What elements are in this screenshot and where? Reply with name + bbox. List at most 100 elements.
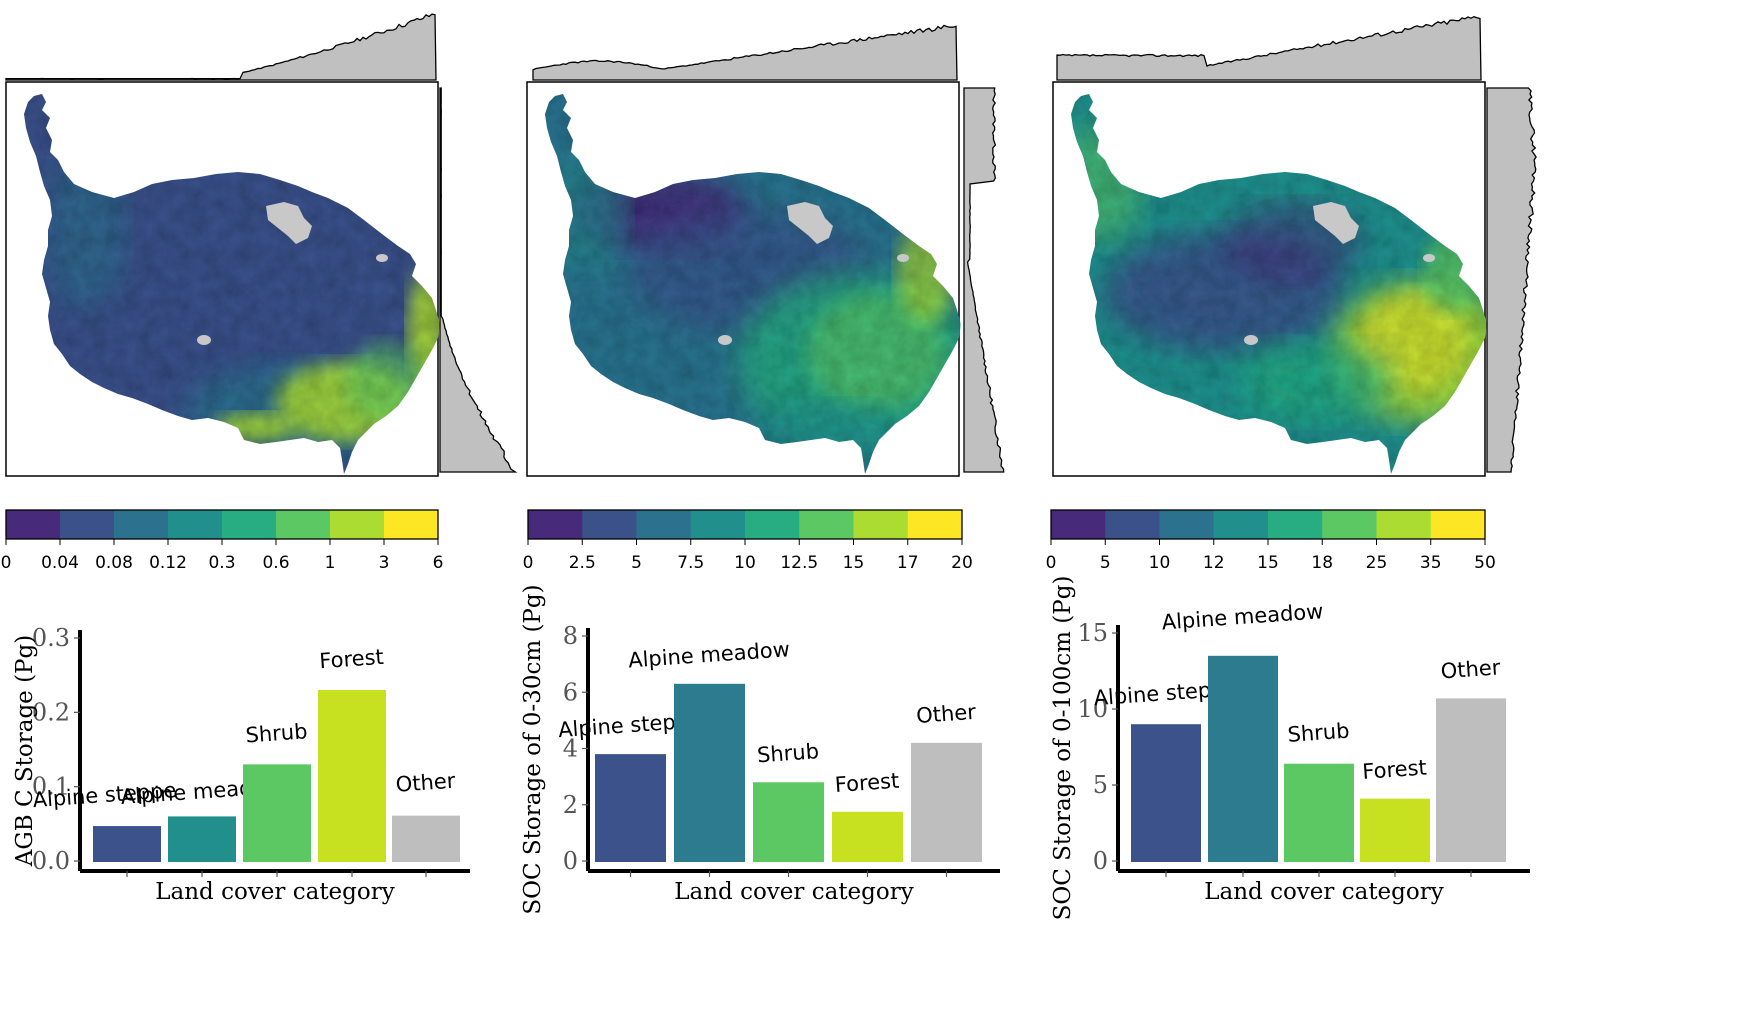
bar xyxy=(392,815,460,862)
bar-category-label: Shrub xyxy=(756,739,819,767)
colorbar-tick-label: 20 xyxy=(951,553,973,573)
colorbar-tick-label: 2.5 xyxy=(569,553,596,573)
colorbar-swatch xyxy=(1213,510,1269,539)
colorbar-tick-label: 0 xyxy=(1,553,12,573)
colorbar-swatch xyxy=(1376,510,1432,539)
colorbar-tick-label: 18 xyxy=(1311,553,1333,573)
x-axis-title: Land cover category xyxy=(1204,879,1443,905)
bar-category-label: Forest xyxy=(834,769,900,797)
y-tick-label: 10 xyxy=(1077,695,1108,723)
colorbar-swatch xyxy=(1159,510,1215,539)
colorbar-swatch xyxy=(745,510,800,539)
bar xyxy=(168,816,236,862)
bar xyxy=(595,754,666,862)
colorbar-tick-label: 12 xyxy=(1203,553,1225,573)
x-axis-title: Land cover category xyxy=(674,879,913,905)
bar xyxy=(1284,763,1354,862)
y-tick-label: 0 xyxy=(1093,847,1108,875)
bar xyxy=(911,742,982,862)
y-tick-label: 0.2 xyxy=(32,698,70,726)
bar xyxy=(674,683,745,862)
y-tick-label: 0.0 xyxy=(32,847,70,875)
colorbar-tick-label: 5 xyxy=(631,553,642,573)
y-tick-label: 0.3 xyxy=(32,624,70,652)
colorbar-swatch xyxy=(1268,510,1323,539)
map-panel xyxy=(5,81,440,477)
colorbar-swatch xyxy=(114,510,169,539)
bar-category-label: Other xyxy=(1440,655,1502,683)
bar-category-label: Alpine meadow xyxy=(627,637,790,672)
colorbar-tick-label: 7.5 xyxy=(677,553,704,573)
y-tick-label: 2 xyxy=(563,791,578,819)
bar xyxy=(318,690,386,862)
bar-category-label: Other xyxy=(395,769,457,797)
y-axis-title: AGB C Storage (Pg) xyxy=(12,635,38,867)
nodata-patch xyxy=(376,254,388,262)
y-tick-label: 5 xyxy=(1093,771,1108,799)
nodata-patch xyxy=(1423,254,1435,262)
colorbar-swatch xyxy=(799,510,854,539)
colorbar-tick-label: 25 xyxy=(1366,553,1388,573)
marginal-profile-top xyxy=(1056,15,1482,81)
colorbar: 0 5 10 12 15 18 25 35 50 xyxy=(1046,509,1496,573)
colorbar-tick-label: 35 xyxy=(1420,553,1442,573)
colorbar-tick-label: 0.04 xyxy=(41,553,79,573)
colorbar-swatch xyxy=(1430,510,1486,539)
colorbar-tick-label: 0.08 xyxy=(95,553,133,573)
colorbar-swatch xyxy=(330,510,385,539)
marginal-profile-top xyxy=(532,24,958,81)
colorbar-swatch xyxy=(582,510,637,539)
colorbar: 0 0.04 0.08 0.12 0.3 0.6 1 3 6 xyxy=(1,509,443,573)
colorbar-swatch xyxy=(1105,510,1160,539)
marginal-profile-right xyxy=(963,87,1005,473)
bar xyxy=(1360,798,1430,862)
nodata-lake xyxy=(1313,202,1359,244)
colorbar-swatch xyxy=(636,510,692,539)
colorbar-swatch xyxy=(1051,510,1106,539)
colorbar-tick-label: 50 xyxy=(1474,553,1496,573)
y-tick-label: 0.1 xyxy=(32,773,70,801)
colorbar-tick-label: 0.3 xyxy=(208,553,235,573)
colorbar-swatch xyxy=(222,510,277,539)
bar xyxy=(832,811,903,862)
colorbar-tick-label: 0.6 xyxy=(262,553,289,573)
colorbar-tick-label: 0.12 xyxy=(149,553,187,573)
colorbar-swatch xyxy=(907,510,963,539)
bar-category-label: Shrub xyxy=(245,719,308,747)
y-tick-label: 15 xyxy=(1077,619,1108,647)
marginal-profile-right xyxy=(1486,87,1537,473)
colorbar-tick-label: 0 xyxy=(523,553,534,573)
bar-category-label: Forest xyxy=(1362,755,1428,783)
y-axis-title: SOC Storage of 0-100cm (Pg) xyxy=(1050,576,1076,921)
bar xyxy=(243,764,311,862)
colorbar-swatch xyxy=(168,510,223,539)
x-axis-title: Land cover category xyxy=(155,879,394,905)
colorbar-tick-label: 10 xyxy=(734,553,756,573)
colorbar-tick-label: 10 xyxy=(1149,553,1171,573)
colorbar-swatch xyxy=(276,510,331,539)
colorbar: 0 2.5 5 7.5 10 12.5 15 17 20 xyxy=(523,509,973,573)
marginal-profile-right xyxy=(439,87,518,473)
map-panel xyxy=(1052,81,1487,477)
colorbar-swatch xyxy=(690,510,746,539)
bar xyxy=(93,826,161,862)
bar-category-label: Forest xyxy=(319,645,385,673)
nodata-patch xyxy=(718,335,732,345)
nodata-lake xyxy=(787,202,833,244)
colorbar-tick-label: 15 xyxy=(843,553,865,573)
nodata-patch xyxy=(197,335,211,345)
y-axis-title: SOC Storage of 0-30cm (Pg) xyxy=(520,584,546,914)
y-tick-label: 8 xyxy=(563,622,578,650)
colorbar-tick-label: 1 xyxy=(325,553,336,573)
colorbar-swatch xyxy=(1322,510,1377,539)
bar-category-label: Other xyxy=(915,700,977,728)
colorbar-tick-label: 0 xyxy=(1046,553,1057,573)
colorbar-tick-label: 17 xyxy=(897,553,919,573)
nodata-lake xyxy=(266,202,312,244)
bar-category-label: Alpine meadow xyxy=(1161,599,1324,634)
bar xyxy=(1208,655,1278,862)
